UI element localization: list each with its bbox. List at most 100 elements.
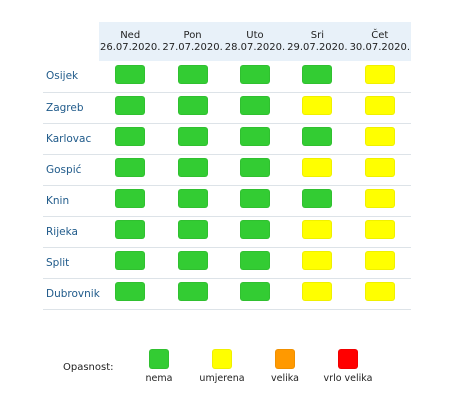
danger-level-indicator: [302, 127, 333, 146]
danger-level-indicator: [115, 189, 146, 208]
table-row: Zagreb: [43, 92, 411, 123]
forecast-cell: [99, 61, 161, 92]
forecast-cell: [161, 278, 223, 309]
forecast-cell: [224, 216, 286, 247]
forecast-cell: [349, 154, 411, 185]
day-header: Sri 29.07.2020.: [286, 22, 348, 61]
danger-level-indicator: [239, 127, 270, 146]
forecast-cell: [224, 185, 286, 216]
table-row: Dubrovnik: [43, 278, 411, 309]
danger-level-indicator: [364, 220, 395, 239]
danger-level-indicator: [115, 127, 146, 146]
danger-level-indicator: [302, 158, 333, 177]
legend-swatch: [212, 349, 232, 369]
danger-level-indicator: [302, 64, 333, 84]
day-date: 27.07.2020.: [162, 41, 223, 53]
forecast-cell: [349, 247, 411, 278]
forecast-cell: [286, 61, 348, 92]
day-name: Čet: [371, 29, 389, 41]
forecast-cell: [349, 92, 411, 123]
forecast-cell: [349, 216, 411, 247]
danger-level-indicator: [115, 158, 146, 177]
danger-level-indicator: [302, 189, 333, 208]
forecast-cell: [161, 185, 223, 216]
danger-level-indicator: [364, 96, 395, 115]
forecast-cell: [161, 154, 223, 185]
table-row: Rijeka: [43, 216, 411, 247]
forecast-cell: [99, 92, 161, 123]
legend-label: vrlo velika: [323, 373, 373, 384]
legend-item-vrlo-velika: vrlo velika: [318, 349, 378, 384]
day-name: Ned: [120, 29, 141, 41]
danger-level-indicator: [364, 251, 395, 270]
city-label: Gospić: [46, 163, 82, 176]
legend-swatch: [149, 349, 169, 369]
danger-level-indicator: [115, 282, 146, 301]
table-row: Karlovac: [43, 123, 411, 154]
forecast-cell: [286, 247, 348, 278]
forecast-cell: [349, 185, 411, 216]
forecast-cell: [99, 154, 161, 185]
forecast-cell: [286, 154, 348, 185]
danger-level-indicator: [115, 64, 146, 84]
day-name: Sri: [310, 29, 324, 41]
day-header: Čet 30.07.2020.: [349, 22, 411, 61]
forecast-cell: [161, 92, 223, 123]
danger-level-indicator: [239, 220, 270, 239]
forecast-cell: [286, 216, 348, 247]
danger-level-indicator: [115, 251, 146, 270]
forecast-cell: [99, 216, 161, 247]
city-label: Karlovac: [46, 132, 92, 145]
day-name: Uto: [246, 29, 264, 41]
danger-level-indicator: [302, 220, 333, 239]
danger-level-indicator: [239, 189, 270, 208]
danger-level-indicator: [177, 127, 208, 146]
forecast-table: Ned 26.07.2020. Pon 27.07.2020. Uto 28.07.2…: [43, 22, 411, 310]
danger-level-indicator: [177, 189, 208, 208]
city-label: Rijeka: [46, 225, 78, 238]
danger-level-indicator: [239, 64, 270, 84]
day-date: 29.07.2020.: [287, 41, 348, 53]
danger-level-indicator: [302, 282, 333, 301]
danger-level-indicator: [115, 220, 146, 239]
danger-level-indicator: [177, 96, 208, 115]
forecast-cell: [161, 61, 223, 92]
day-header: Uto 28.07.2020.: [224, 22, 286, 61]
city-label: Osijek: [46, 70, 79, 83]
danger-level-indicator: [302, 96, 333, 115]
legend-label: umjerena: [199, 373, 245, 384]
danger-level-indicator: [115, 96, 146, 115]
danger-level-indicator: [177, 220, 208, 239]
danger-level-indicator: [364, 282, 395, 301]
danger-level-indicator: [177, 158, 208, 177]
danger-level-indicator: [364, 64, 395, 84]
forecast-cell: [99, 185, 161, 216]
danger-level-indicator: [239, 96, 270, 115]
forecast-cell: [99, 278, 161, 309]
city-label: Split: [46, 256, 70, 269]
day-header: Pon 27.07.2020.: [161, 22, 223, 61]
forecast-cell: [224, 123, 286, 154]
day-date: 30.07.2020.: [349, 41, 410, 53]
day-date: 26.07.2020.: [99, 41, 161, 53]
legend: Opasnost: nema umjerena velika vrlo veli…: [43, 340, 411, 390]
legend-label: velika: [271, 373, 299, 384]
city-label: Knin: [46, 194, 70, 207]
legend-label: nema: [145, 373, 173, 384]
city-label: Dubrovnik: [46, 287, 100, 300]
legend-swatch: [338, 349, 358, 369]
forecast-cell: [99, 247, 161, 278]
table-row: Osijek: [43, 61, 411, 92]
danger-level-indicator: [177, 282, 208, 301]
forecast-cell: [286, 92, 348, 123]
legend-title: Opasnost:: [63, 362, 114, 373]
day-name: Pon: [183, 29, 202, 41]
forecast-body: Osijek Zagreb Karlovac Gospić Knin Rijeka Spli…: [43, 61, 411, 309]
day-header: Ned 26.07.2020.: [99, 22, 161, 61]
danger-level-indicator: [364, 189, 395, 208]
forecast-cell: [224, 92, 286, 123]
danger-level-indicator: [177, 64, 208, 84]
danger-level-indicator: [239, 251, 270, 270]
forecast-cell: [286, 123, 348, 154]
table-row: Knin: [43, 185, 411, 216]
